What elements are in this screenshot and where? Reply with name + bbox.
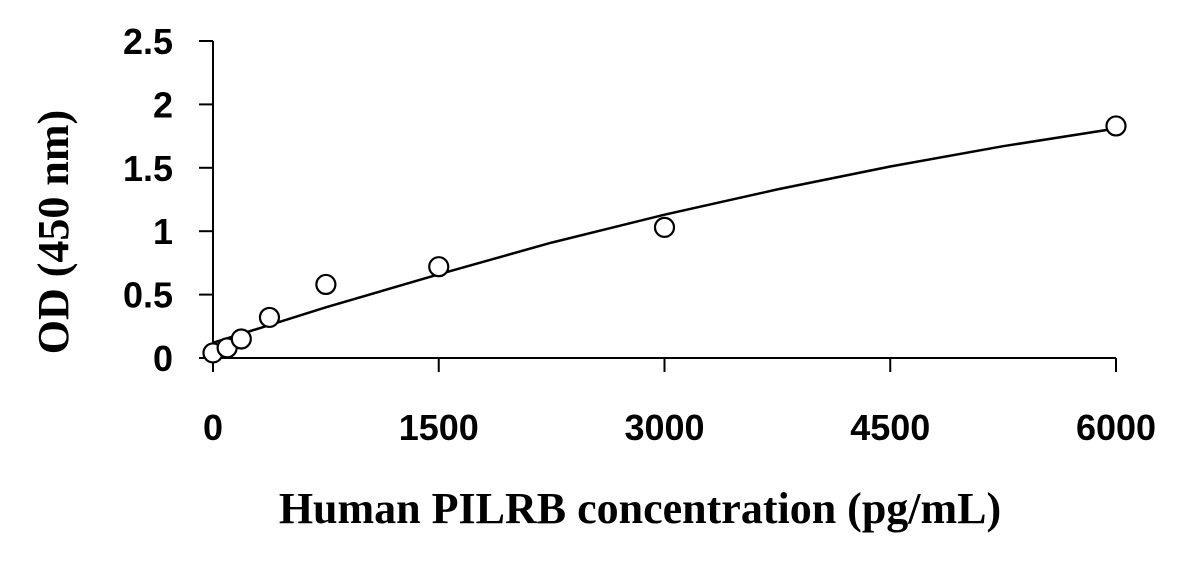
x-tick-label: 1500 (399, 407, 479, 448)
y-tick-label: 2 (153, 84, 173, 125)
y-tick-label: 1.5 (123, 148, 173, 189)
y-tick-label: 1 (153, 211, 173, 252)
y-axis-title: OD (450 nm) (29, 110, 78, 354)
plot-area (199, 40, 1127, 372)
x-tick-label: 4500 (850, 407, 930, 448)
x-axis-tick-labels: 0 1500 3000 4500 6000 (203, 407, 1156, 448)
data-point (258, 306, 281, 329)
x-tick-label: 6000 (1076, 407, 1156, 448)
y-tick-label: 2.5 (123, 21, 173, 62)
data-point (230, 328, 252, 350)
data-point (1105, 115, 1127, 137)
y-tick-label: 0 (153, 338, 173, 379)
data-point (653, 216, 676, 238)
x-axis-title: Human PILRB concentration (pg/mL) (279, 484, 1001, 533)
x-tick-label: 3000 (624, 407, 704, 448)
data-point (315, 273, 337, 296)
y-axis-tick-labels: 0 0.5 1 1.5 2 2.5 (123, 21, 173, 379)
y-tick-label: 0.5 (123, 275, 173, 316)
fit-curve (212, 127, 1117, 344)
x-tick-label: 0 (203, 407, 223, 448)
data-point (428, 256, 450, 278)
